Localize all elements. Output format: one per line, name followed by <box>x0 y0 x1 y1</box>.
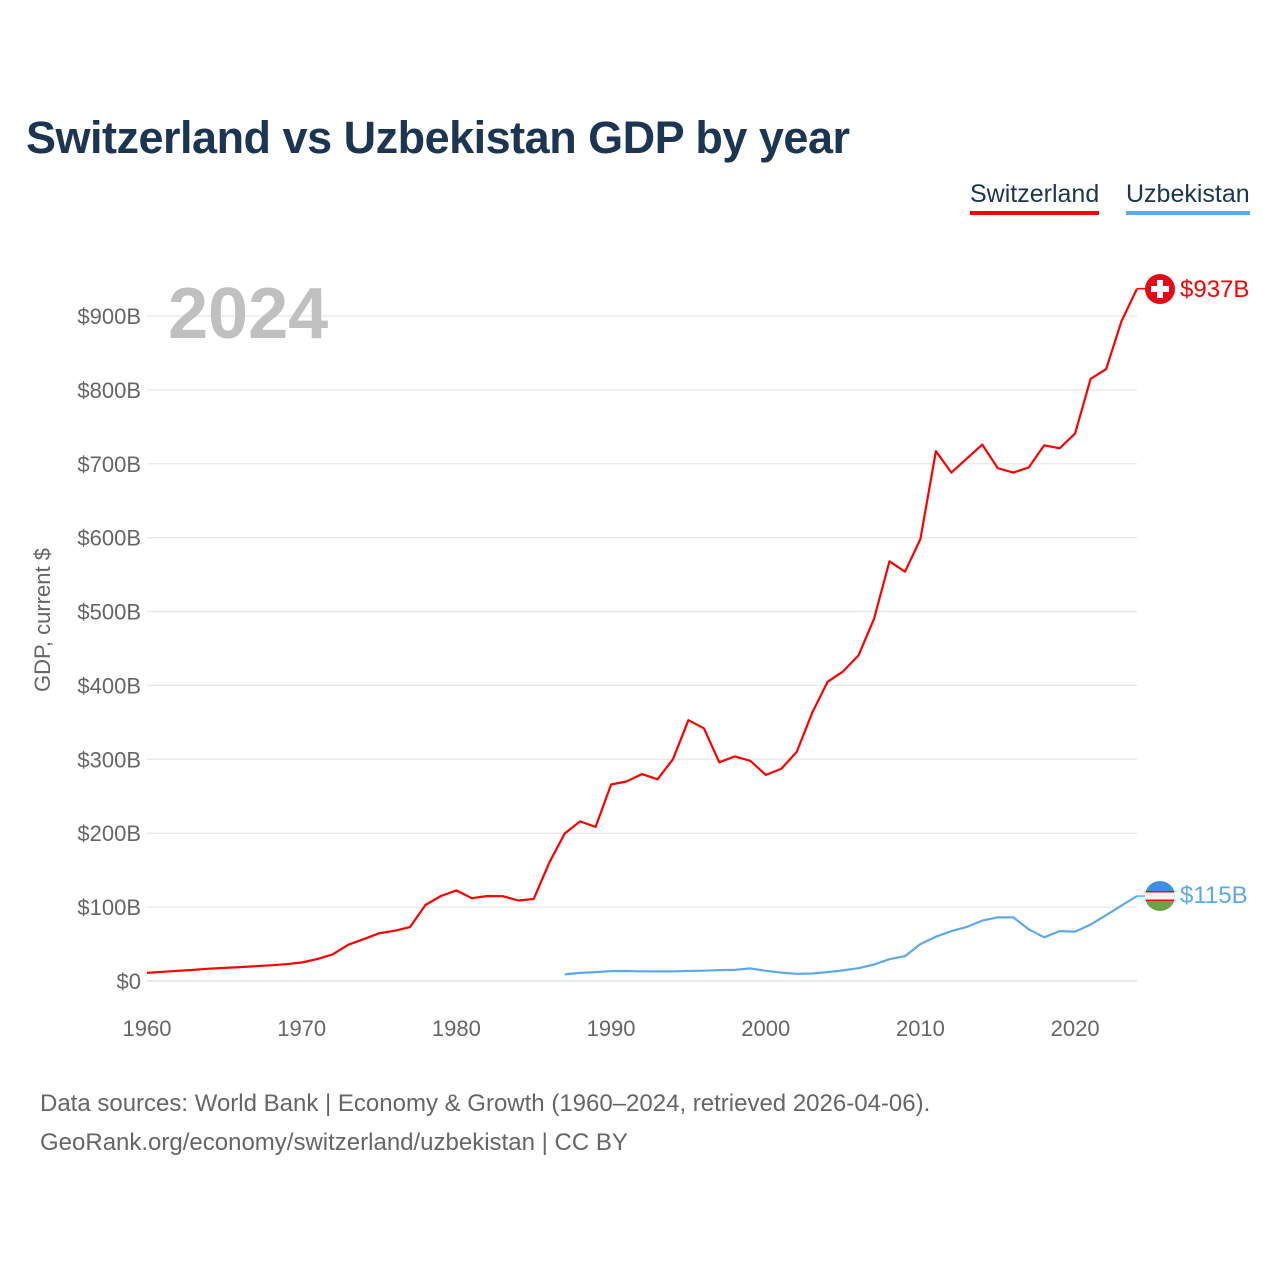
y-tick-label: $0 <box>117 969 141 994</box>
legend-uzbekistan[interactable]: Uzbekistan <box>1126 180 1250 215</box>
y-tick-label: $800B <box>77 378 141 403</box>
y-tick-label: $300B <box>77 747 141 772</box>
y-tick-label: $500B <box>77 600 141 625</box>
x-tick-label: 1980 <box>432 1016 481 1041</box>
end-label-switzerland: $937B <box>1180 276 1249 303</box>
source-line-1: Data sources: World Bank | Economy & Gro… <box>40 1090 931 1117</box>
y-tick-label: $400B <box>77 673 141 698</box>
x-tick-label: 2020 <box>1051 1016 1100 1041</box>
y-tick-label: $900B <box>77 304 141 329</box>
uzbekistan-flag-icon <box>1145 881 1175 911</box>
series-line-uzbekistan <box>564 895 1138 976</box>
year-label: 2024 <box>168 274 328 354</box>
y-axis-label: GDP, current $ <box>30 548 55 692</box>
x-tick-label: 1960 <box>123 1016 172 1041</box>
y-tick-label: $100B <box>77 895 141 920</box>
swiss-flag-icon <box>1145 274 1175 304</box>
x-tick-label: 2010 <box>896 1016 945 1041</box>
end-label-uzbekistan: $115B <box>1180 882 1248 909</box>
legend-switzerland[interactable]: Switzerland <box>970 180 1100 215</box>
y-tick-label: $600B <box>77 526 141 551</box>
x-tick-label: 1970 <box>277 1016 326 1041</box>
source-note: Data sources: World Bank | Economy & Gro… <box>40 1084 930 1162</box>
y-tick-label: $700B <box>77 452 141 477</box>
source-link[interactable]: GeoRank.org/economy/switzerland/uzbekist… <box>40 1129 628 1156</box>
chart-title: Switzerland vs Uzbekistan GDP by year <box>26 112 850 163</box>
y-tick-label: $200B <box>77 821 141 846</box>
x-tick-label: 1990 <box>587 1016 636 1041</box>
series-line-switzerland <box>146 288 1138 974</box>
x-tick-label: 2000 <box>741 1016 790 1041</box>
